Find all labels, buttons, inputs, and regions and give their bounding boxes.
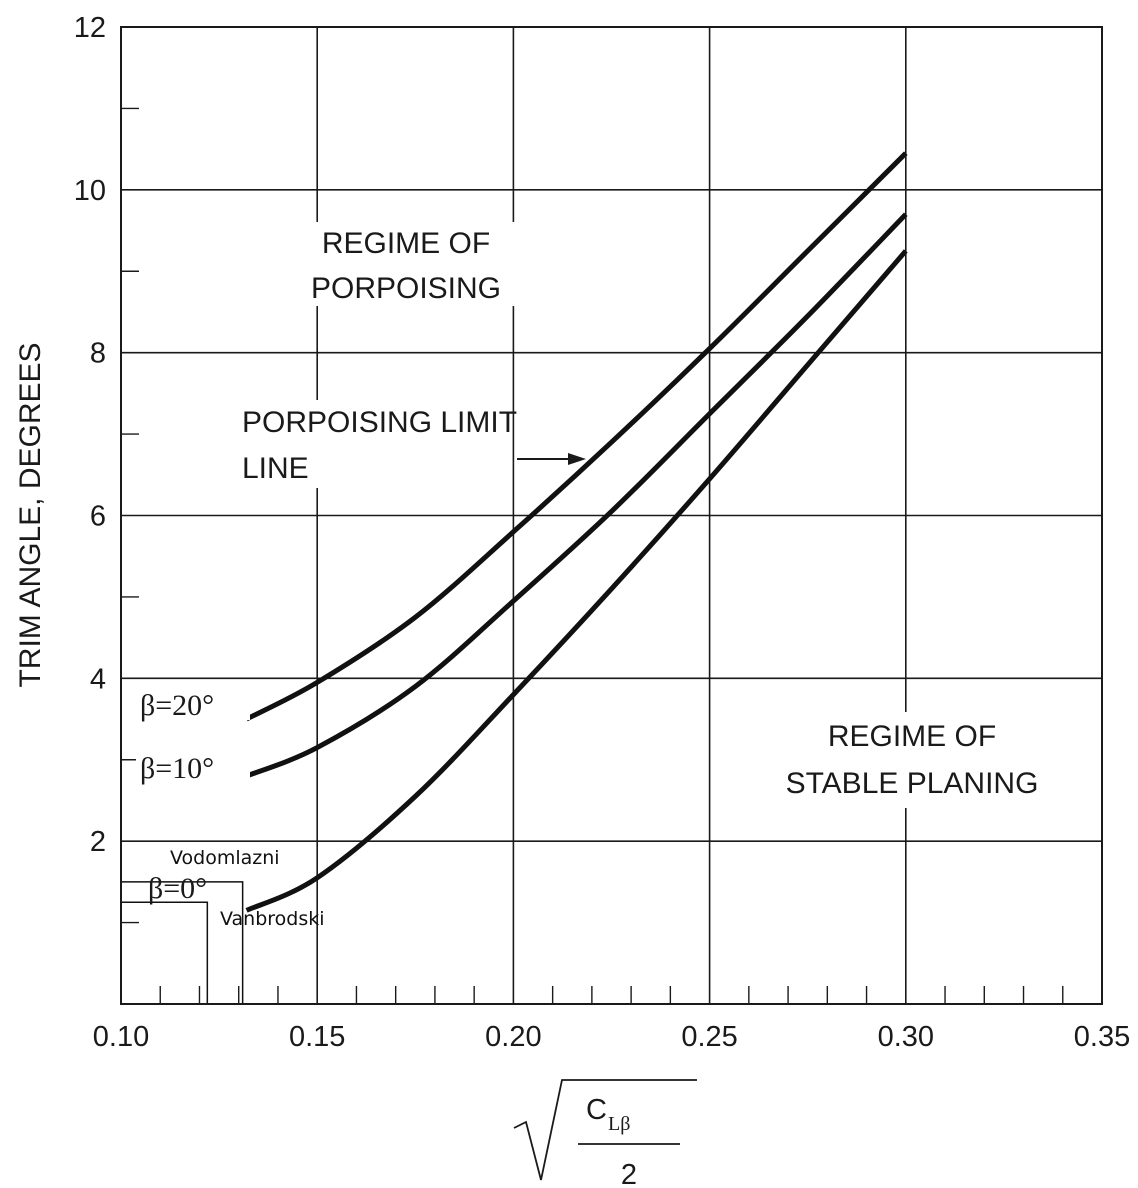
y-tick-label: 2 — [90, 826, 106, 858]
svg-text:PORPOISING: PORPOISING — [311, 272, 501, 305]
limit-arrowhead — [568, 453, 586, 465]
series-line-0 — [245, 151, 908, 722]
x-title-numerator-sub: Lβ — [608, 1113, 630, 1135]
vanbrodski-line — [121, 901, 209, 1004]
grid-lines — [121, 27, 1102, 1004]
boat-labels: Vodomlazni Vanbrodski — [170, 847, 325, 930]
stable-regime-label: REGIME OF STABLE PLANING — [752, 712, 1072, 808]
series-curves — [245, 151, 908, 913]
sqrt-symbol — [513, 1079, 697, 1181]
x-axis-title: C Lβ 2 — [513, 1079, 697, 1188]
svg-text:PORPOISING LIMIT: PORPOISING LIMIT — [242, 406, 517, 439]
porpoising-regime-label: REGIME OF PORPOISING — [296, 222, 528, 306]
svg-text:REGIME OF: REGIME OF — [322, 227, 490, 260]
series-line-2 — [245, 249, 908, 913]
x-tick-label: 0.25 — [681, 1021, 737, 1053]
plot-frame — [120, 26, 1103, 1005]
series-labels: β=20° β=10° β=0° — [136, 680, 250, 905]
x-tick-label: 0.30 — [878, 1021, 934, 1053]
y-tick-label: 8 — [90, 338, 106, 370]
minor-ticks — [121, 107, 1064, 1004]
y-tick-label: 10 — [74, 175, 106, 207]
boat-marker-lines — [121, 881, 244, 1004]
series-line-1 — [245, 212, 908, 779]
x-tick-label: 0.15 — [289, 1021, 345, 1053]
x-tick-label: 0.10 — [93, 1021, 149, 1053]
label-vanbrodski: Vanbrodski — [220, 908, 325, 930]
label-beta-0: β=0° — [148, 872, 207, 905]
x-tick-labels: 0.10 0.15 0.20 0.25 0.30 0.35 — [93, 1021, 1130, 1053]
y-tick-label: 12 — [74, 12, 106, 44]
svg-text:REGIME OF: REGIME OF — [828, 720, 996, 753]
y-tick-labels: 2 4 6 8 10 12 — [74, 12, 106, 858]
label-vodomlazni: Vodomlazni — [170, 847, 280, 869]
porpoising-limit-label: PORPOISING LIMIT LINE — [238, 400, 586, 488]
svg-text:STABLE PLANING: STABLE PLANING — [786, 767, 1039, 800]
vodomlazni-line — [121, 881, 244, 1004]
y-tick-label: 6 — [90, 501, 106, 533]
label-beta-10: β=10° — [140, 752, 214, 785]
label-beta-20: β=20° — [140, 689, 214, 722]
y-tick-label: 4 — [90, 663, 106, 695]
svg-text:LINE: LINE — [242, 452, 309, 485]
y-axis-title: TRIM ANGLE, DEGREES — [14, 342, 47, 687]
x-tick-label: 0.35 — [1074, 1021, 1130, 1053]
x-tick-label: 0.20 — [485, 1021, 541, 1053]
x-title-numerator-c: C — [586, 1094, 607, 1126]
x-title-denominator: 2 — [621, 1159, 637, 1188]
